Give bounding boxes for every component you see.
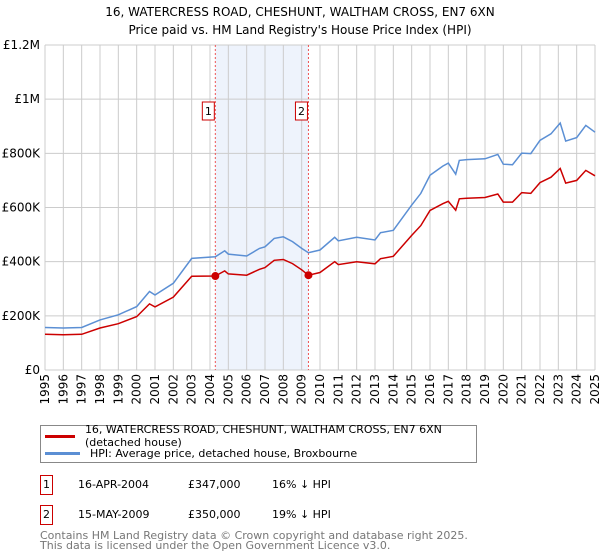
x-tick-label: 2005: [221, 374, 235, 405]
legend-item-property: 16, WATERCRESS ROAD, CHESHUNT, WALTHAM C…: [41, 423, 476, 449]
x-tick-label: 2010: [313, 374, 327, 405]
sale-label-box: [201, 101, 215, 121]
x-tick-label: 2001: [148, 374, 162, 405]
chart-title: 16, WATERCRESS ROAD, CHESHUNT, WALTHAM C…: [105, 5, 494, 19]
y-tick-label: £1.2M: [3, 38, 40, 52]
x-tick-label: 2011: [331, 374, 345, 405]
footer-licence: This data is licensed under the Open Gov…: [40, 539, 391, 552]
x-tick-label: 2007: [258, 374, 272, 405]
sale-price: £347,000: [188, 478, 241, 491]
legend-label: HPI: Average price, detached house, Brox…: [90, 446, 358, 460]
sale-date: 15-MAY-2009: [78, 508, 150, 521]
y-tick-label: £800K: [2, 146, 42, 160]
x-tick-label: 2008: [276, 374, 290, 405]
series-line: [44, 167, 596, 336]
x-tick-label: 2020: [496, 374, 510, 405]
sale-label-box: [294, 101, 308, 121]
series-line: [44, 121, 596, 329]
y-tick-label: £1M: [14, 92, 40, 106]
x-tick-label: 2017: [441, 374, 455, 405]
sale-point: [211, 272, 220, 281]
x-tick-label: 2024: [570, 374, 584, 405]
y-tick-label: £0: [25, 363, 40, 377]
y-tick-label: £200K: [2, 309, 42, 323]
x-tick-label: 2004: [203, 374, 217, 405]
y-tick-label: £600K: [2, 201, 42, 215]
price-chart: 16, WATERCRESS ROAD, CHESHUNT, WALTHAM C…: [2, 5, 600, 405]
sale-price: £350,000: [188, 508, 241, 521]
x-tick-label: 2014: [386, 374, 400, 405]
footer-copyright: Contains HM Land Registry data © Crown c…: [40, 529, 468, 542]
x-tick-label: 2019: [478, 374, 492, 405]
x-tick-label: 2006: [240, 374, 254, 405]
x-tick-label: 2013: [368, 374, 382, 405]
sale-label: 1: [205, 105, 212, 118]
x-tick-label: 2002: [166, 374, 180, 405]
sale-label: 2: [298, 105, 305, 118]
chart-subtitle: Price paid vs. HM Land Registry's House …: [128, 23, 471, 37]
x-tick-label: 2018: [460, 374, 474, 405]
x-tick-label: 2003: [185, 374, 199, 405]
x-tick-label: 1996: [56, 374, 70, 405]
x-tick-label: 2023: [551, 374, 565, 405]
sale-number-badge: 2: [40, 505, 53, 525]
legend-item-hpi: HPI: Average price, detached house, Brox…: [41, 445, 357, 461]
legend: 16, WATERCRESS ROAD, CHESHUNT, WALTHAM C…: [40, 423, 477, 463]
sale-hpi-diff: 19% ↓ HPI: [272, 508, 331, 521]
x-tick-label: 2016: [423, 374, 437, 405]
sale-number-badge: 1: [40, 475, 53, 495]
x-tick-label: 2021: [515, 374, 529, 405]
x-tick-label: 2012: [350, 374, 364, 405]
x-tick-label: 2000: [130, 374, 144, 405]
x-tick-label: 2022: [533, 374, 547, 405]
x-tick-label: 1998: [93, 374, 107, 405]
x-tick-label: 1999: [111, 374, 125, 405]
sale-point: [304, 271, 313, 280]
legend-label: 16, WATERCRESS ROAD, CHESHUNT, WALTHAM C…: [84, 423, 442, 449]
legend-swatch-red: [45, 434, 75, 438]
x-tick-label: 1995: [38, 374, 52, 405]
y-tick-label: £400K: [2, 255, 42, 269]
x-tick-label: 2025: [588, 374, 600, 405]
sale-date: 16-APR-2004: [78, 478, 150, 491]
x-tick-label: 2015: [405, 374, 419, 405]
x-tick-label: 2009: [295, 374, 309, 405]
x-tick-label: 1997: [75, 374, 89, 405]
sale-hpi-diff: 16% ↓ HPI: [272, 478, 331, 491]
legend-swatch-blue: [45, 451, 80, 455]
